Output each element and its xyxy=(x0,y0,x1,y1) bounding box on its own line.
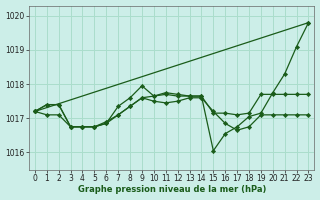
X-axis label: Graphe pression niveau de la mer (hPa): Graphe pression niveau de la mer (hPa) xyxy=(77,185,266,194)
